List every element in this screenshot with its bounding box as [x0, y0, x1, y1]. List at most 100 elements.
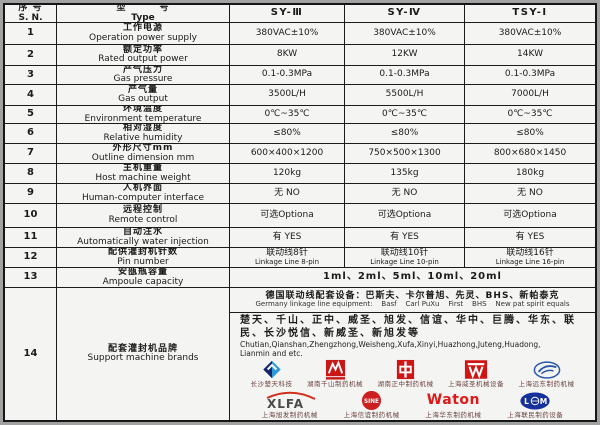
- cell-value: 无 NO: [345, 184, 465, 204]
- logo-caption: 湖南千山制药机械: [307, 380, 363, 389]
- brands-cn: 楚天、千山、正中、威圣、旭发、信谊、华中、巨腾、华东、联民、长沙悦信、新威圣、新…: [240, 315, 576, 339]
- pin-cn: 联动线10针: [380, 248, 429, 259]
- cell-value: 800×680×1450: [465, 144, 595, 164]
- cell-value: 180kg: [465, 164, 595, 184]
- label-cn: 主机重量: [122, 164, 163, 174]
- cell-value: 联动线16针 Linkage Line 16-pin: [465, 248, 595, 268]
- pin-en: Linkage Line 16-pin: [495, 257, 565, 266]
- logo-chutian: 长沙楚天科技: [251, 359, 293, 388]
- brands-en-line2: Lianmin and etc.: [240, 349, 303, 358]
- cell-value: ≤80%: [230, 124, 345, 144]
- row-label: 外形尺寸mm Outline dimension mm: [57, 144, 230, 164]
- cell-value: 120kg: [230, 164, 345, 184]
- cell-value: 无 NO: [465, 184, 595, 204]
- header-sn: 序 号 S. N.: [5, 5, 57, 23]
- cell-value: 有 YES: [465, 228, 595, 248]
- row-number: 9: [5, 184, 57, 204]
- logo-qianshan: 湖南千山制药机械: [307, 359, 363, 388]
- label-cn: 远程控制: [122, 205, 163, 216]
- label-cn: 配套灌封机品牌: [107, 343, 178, 354]
- logo-caption: 上海远东制药机械: [518, 380, 575, 389]
- header-sn-en: S. N.: [18, 12, 43, 23]
- label-cn: 产气量: [127, 85, 158, 95]
- cell-value: 380VAC±10%: [230, 23, 345, 45]
- german-cn: 德国联动线配套设备：巴斯夫、卡尔普旭、先灵、BHS、新帕泰克: [265, 290, 560, 301]
- logo-sine: SINE 上海信谊制药机械: [344, 390, 400, 419]
- german-en: Germany linkage line equipment: Basf Car…: [255, 300, 570, 309]
- logo-caption: 上海信谊制药机械: [343, 411, 400, 420]
- row-label: 产气压力 Gas pressure: [57, 66, 230, 85]
- label-en: Host machine weight: [95, 172, 191, 183]
- row-label: 额定功率 Rated output power: [57, 45, 230, 66]
- label-en: Gas output: [118, 94, 168, 104]
- logo-caption: 上海联民制药设备: [507, 411, 564, 420]
- label-en: Outline dimension mm: [91, 152, 195, 163]
- row-label: 主机重量 Host machine weight: [57, 164, 230, 184]
- zhong-emblem-icon: [395, 359, 416, 380]
- label-cn: 额定功率: [122, 45, 163, 55]
- row-label: 配套灌封机品牌 Support machine brands: [57, 288, 230, 420]
- pin-cn: 联动线8针: [266, 248, 308, 259]
- brands-en-line1: Chutian,Qianshan,Zhengzhong,Weisheng,Xuf…: [240, 340, 541, 349]
- cell-value: 7000L/H: [465, 85, 595, 106]
- row-number: 4: [5, 85, 57, 106]
- row-label: 配供灌封机针数 Pin number: [57, 248, 230, 268]
- cell-value: 无 NO: [230, 184, 345, 204]
- logo-weisheng: 上海威圣机械设备: [448, 359, 504, 388]
- label-en: Human-computer interface: [81, 192, 205, 203]
- label-en: Relative humidity: [103, 132, 183, 143]
- label-en: Gas pressure: [113, 74, 173, 84]
- row-label: 人机界面 Human-computer interface: [57, 184, 230, 204]
- logo-yuandong: 上海远东制药机械: [519, 359, 575, 388]
- label-en: Automatically water injection: [77, 236, 209, 247]
- cell-value: 0℃~35℃: [465, 106, 595, 124]
- row-number: 2: [5, 45, 57, 66]
- label-cn: 安瓿瓶容量: [117, 268, 168, 278]
- header-type-cn: 型 号: [116, 5, 170, 14]
- label-cn: 自动注水: [122, 228, 163, 238]
- qianshan-mountain-icon: [325, 359, 346, 380]
- label-en: Rated output power: [98, 54, 188, 64]
- cell-value: 3500L/H: [230, 85, 345, 106]
- pin-cn: 联动线16针: [506, 248, 554, 259]
- row-label: 自动注水 Automatically water injection: [57, 228, 230, 248]
- specification-table: 序 号 S. N. 型 号 Type SY-Ⅲ SY-Ⅳ TSY-Ⅰ 1 工作电…: [3, 3, 597, 422]
- cell-value: 0℃~35℃: [230, 106, 345, 124]
- label-en: Operation power supply: [89, 32, 197, 43]
- logo-caption: 上海旭发制药机械: [261, 411, 318, 420]
- cell-value: 600×400×1200: [230, 144, 345, 164]
- label-cn: 产气压力: [122, 66, 163, 75]
- logo-row-1: 长沙楚天科技 湖南千山制药机械 湖南正中制药机械 上海威圣机械设备: [230, 358, 595, 389]
- waton-text: Waton: [426, 392, 480, 409]
- pin-en: Linkage Line 10-pin: [370, 257, 439, 266]
- cell-value: 5500L/H: [345, 85, 465, 106]
- row-label: 产气量 Gas output: [57, 85, 230, 106]
- label-en: Ampoule capacity: [102, 276, 184, 287]
- row-number: 10: [5, 204, 57, 228]
- label-cn: 工作电源: [122, 23, 163, 34]
- german-equipment-line: 德国联动线配套设备：巴斯夫、卡尔普旭、先灵、BHS、新帕泰克 Germany l…: [230, 288, 595, 313]
- cell-value: ≤80%: [465, 124, 595, 144]
- label-cn: 配供灌封机针数: [107, 248, 178, 258]
- svg-text:XLFA: XLFA: [267, 397, 304, 411]
- header-model-sy3: SY-Ⅲ: [230, 5, 345, 23]
- logo-zhengzhong: 湖南正中制药机械: [378, 359, 434, 388]
- row-number: 8: [5, 164, 57, 184]
- cell-value: 有 YES: [345, 228, 465, 248]
- label-cn: 相对湿度: [122, 124, 163, 134]
- row-number: 6: [5, 124, 57, 144]
- cell-value: 14KW: [465, 45, 595, 66]
- cell-value: 380VAC±10%: [465, 23, 595, 45]
- label-cn: 人机界面: [122, 184, 163, 194]
- svg-text:SINE: SINE: [364, 399, 379, 405]
- cell-value: 可选Optiona: [465, 204, 595, 228]
- cell-value: ≤80%: [345, 124, 465, 144]
- row-number: 12: [5, 248, 57, 268]
- cell-value: 0.1-0.3MPa: [345, 66, 465, 85]
- cell-value: 可选Optiona: [345, 204, 465, 228]
- sine-seal-icon: SINE: [361, 390, 382, 411]
- header-type-en: Type: [131, 12, 155, 23]
- yuandong-bird-ellipse-icon: [533, 359, 561, 380]
- cell-value: 联动线8针 Linkage Line 8-pin: [230, 248, 345, 268]
- cell-value: 8KW: [230, 45, 345, 66]
